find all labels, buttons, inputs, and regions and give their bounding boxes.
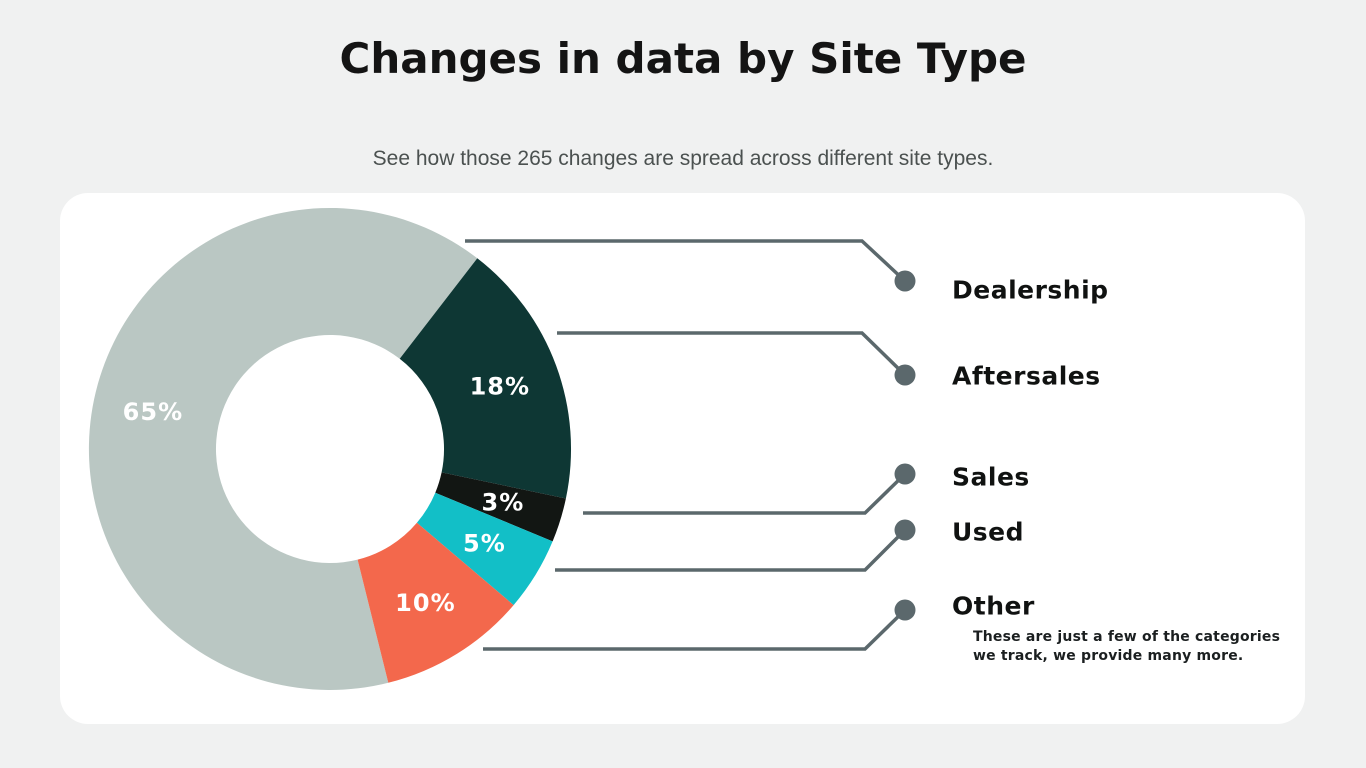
slice-value-label-aftersales: 18%	[470, 372, 530, 400]
slice-value-label-dealership: 65%	[123, 398, 183, 426]
legend-label-dealership: Dealership	[952, 275, 1109, 305]
legend-dot-icon-dealership	[894, 270, 916, 292]
legend-dot-icon-used	[894, 519, 916, 541]
legend-dot-icon-other	[894, 599, 916, 621]
legend-dot-icon-aftersales	[894, 364, 916, 386]
legend-dot-icon-sales	[894, 463, 916, 485]
page-subtitle: See how those 265 changes are spread acr…	[372, 147, 994, 170]
donut-slice-used	[416, 492, 553, 606]
slice-value-label-other: 10%	[395, 589, 455, 617]
donut-slice-dealership	[88, 207, 478, 690]
legend-label-other: Other	[952, 591, 1035, 621]
legend-connector-aftersales	[557, 331, 907, 377]
donut-slice-other	[357, 522, 514, 683]
page-title: Changes in data by Site Type	[339, 34, 1027, 83]
slice-value-label-used: 5%	[463, 529, 506, 557]
legend-label-used: Used	[952, 517, 1025, 547]
legend-note: These are just a few of the categories w…	[973, 628, 1283, 666]
legend-connector-sales	[583, 472, 907, 515]
legend-note-line-1: These are just a few of the categories	[973, 629, 1281, 645]
legend-connector-other	[483, 608, 907, 651]
donut-slice-sales	[435, 472, 566, 542]
legend-note-line-2: we track, we provide many more.	[973, 648, 1244, 664]
legend-label-sales: Sales	[952, 462, 1030, 492]
donut-slice-aftersales	[399, 258, 572, 499]
legend-label-aftersales: Aftersales	[952, 361, 1101, 391]
legend-connector-dealership	[465, 239, 907, 283]
legend-connector-used	[555, 528, 907, 572]
slice-value-label-sales: 3%	[482, 489, 525, 517]
